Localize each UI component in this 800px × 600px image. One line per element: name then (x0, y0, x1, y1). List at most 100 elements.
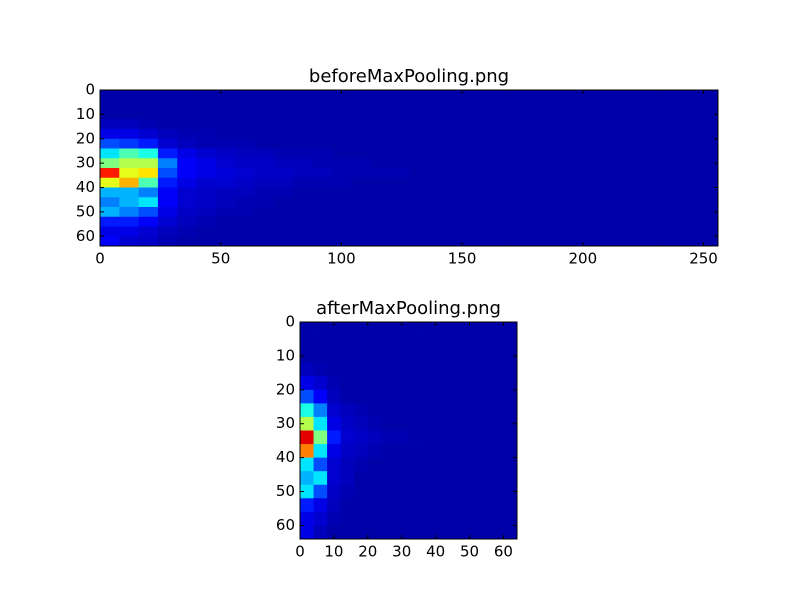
heatmap-cell (354, 389, 369, 404)
x-tick-label: 50 (460, 543, 479, 561)
heatmap-cell (367, 389, 382, 404)
heatmap-cell (254, 109, 275, 120)
heatmap-cell (640, 177, 661, 188)
heatmap-cell (381, 525, 396, 540)
heatmap-cell (313, 389, 328, 404)
heatmap-cell (698, 129, 719, 140)
heatmap-cell (621, 207, 642, 218)
heatmap-cell (544, 197, 564, 208)
heatmap-cell (394, 389, 409, 404)
heatmap-cell (196, 158, 217, 169)
heatmap-cell (300, 498, 314, 513)
heatmap-cell (300, 484, 314, 499)
heatmap-cell (462, 430, 477, 445)
heatmap-cell (679, 216, 700, 227)
heatmap-cell (394, 376, 409, 391)
heatmap-cell (563, 168, 584, 179)
heatmap-cell (640, 99, 661, 110)
heatmap-cell (563, 236, 584, 247)
heatmap-cell (428, 168, 449, 179)
heatmap-cell (235, 168, 255, 179)
heatmap-cell (602, 99, 622, 110)
heatmap-cell (524, 129, 545, 140)
heatmap-cell (313, 498, 328, 513)
heatmap-cell (505, 168, 526, 179)
heatmap-cell (409, 129, 429, 140)
heatmap-cell (370, 177, 391, 188)
heatmap-cell (422, 484, 437, 499)
heatmap-cell (351, 197, 371, 208)
heatmap-cell (466, 168, 487, 179)
heatmap-cell (679, 119, 700, 130)
heatmap-cell (422, 349, 437, 364)
heatmap-cell (367, 403, 382, 418)
heatmap-cell (447, 236, 468, 247)
heatmap-cell (215, 99, 236, 110)
heatmap-cell (312, 119, 333, 130)
heatmap-cell (544, 138, 564, 149)
heatmap-cell (354, 362, 369, 377)
heatmap-cell (462, 349, 477, 364)
heatmap-cell (505, 109, 526, 120)
heatmap-cell (602, 226, 622, 237)
heatmap-cell (273, 236, 294, 247)
heatmap-cell (215, 207, 236, 218)
heatmap-cell (428, 207, 449, 218)
heatmap-cell (505, 187, 526, 198)
heatmap-cell (409, 226, 429, 237)
heatmap-cell (119, 177, 140, 188)
heatmap-cell (505, 207, 526, 218)
heatmap-cell (273, 207, 294, 218)
heatmap-cell (351, 99, 371, 110)
heatmap-cell (449, 362, 464, 377)
heatmap-cell (215, 158, 236, 169)
heatmap-cell (100, 119, 120, 130)
heatmap-cell (679, 109, 700, 120)
heatmap-cell (273, 119, 294, 130)
heatmap-cell (119, 129, 140, 140)
heatmap-cell (312, 168, 333, 179)
heatmap-cell (466, 119, 487, 130)
heatmap-cell (422, 511, 437, 526)
heatmap-cell (466, 158, 487, 169)
heatmap-cell (486, 207, 506, 218)
heatmap-cell (196, 90, 217, 101)
heatmap-cell (503, 484, 518, 499)
heatmap-cell (409, 109, 429, 120)
heatmap-cell (354, 335, 369, 350)
heatmap-cell (602, 148, 622, 159)
heatmap-cell (196, 129, 217, 140)
heatmap-cell (273, 168, 294, 179)
heatmap-cell (293, 207, 313, 218)
heatmap-cell (409, 99, 429, 110)
heatmap-cell (351, 90, 371, 101)
heatmap-cell (235, 216, 255, 227)
heatmap-cell (447, 129, 468, 140)
heatmap-cell (660, 129, 680, 140)
heatmap-cell (196, 99, 217, 110)
heatmap-cell (313, 403, 328, 418)
heatmap-cell (435, 511, 450, 526)
heatmap-cell (119, 187, 140, 198)
heatmap-cell (524, 216, 545, 227)
heatmap-cell (293, 109, 313, 120)
heatmap-cell (100, 187, 120, 198)
heatmap-cell (408, 322, 423, 336)
heatmap-cell (327, 498, 342, 513)
heatmap-cell (486, 129, 506, 140)
heatmap-cell (409, 148, 429, 159)
heatmap-cell (489, 349, 504, 364)
heatmap-cell (312, 216, 333, 227)
heatmap-cell (215, 197, 236, 208)
heatmap-cell (505, 129, 526, 140)
heatmap-cell (462, 444, 477, 459)
heatmap-cell (505, 119, 526, 130)
heatmap-cell (660, 168, 680, 179)
heatmap-cell (367, 362, 382, 377)
heatmap-cell (254, 119, 275, 130)
heatmap-cell (367, 471, 382, 486)
heatmap-cell (409, 90, 429, 101)
heatmap-cell (679, 177, 700, 188)
heatmap-cell (660, 226, 680, 237)
y-tick-label: 30 (276, 414, 295, 432)
